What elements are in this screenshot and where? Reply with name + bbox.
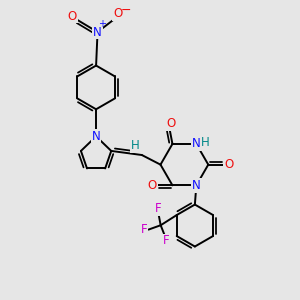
Text: H: H [131,139,140,152]
Text: O: O [68,10,77,22]
Text: F: F [163,235,170,248]
Text: N: N [92,130,100,143]
Text: O: O [147,179,157,192]
Text: −: − [121,4,131,17]
Text: O: O [224,158,233,171]
Text: O: O [167,117,176,130]
Text: H: H [201,136,210,149]
Text: F: F [140,223,147,236]
Text: +: + [98,20,106,29]
Text: N: N [93,26,102,38]
Text: F: F [155,202,162,215]
Text: N: N [192,137,201,150]
Text: N: N [192,179,201,192]
Text: O: O [113,8,123,20]
